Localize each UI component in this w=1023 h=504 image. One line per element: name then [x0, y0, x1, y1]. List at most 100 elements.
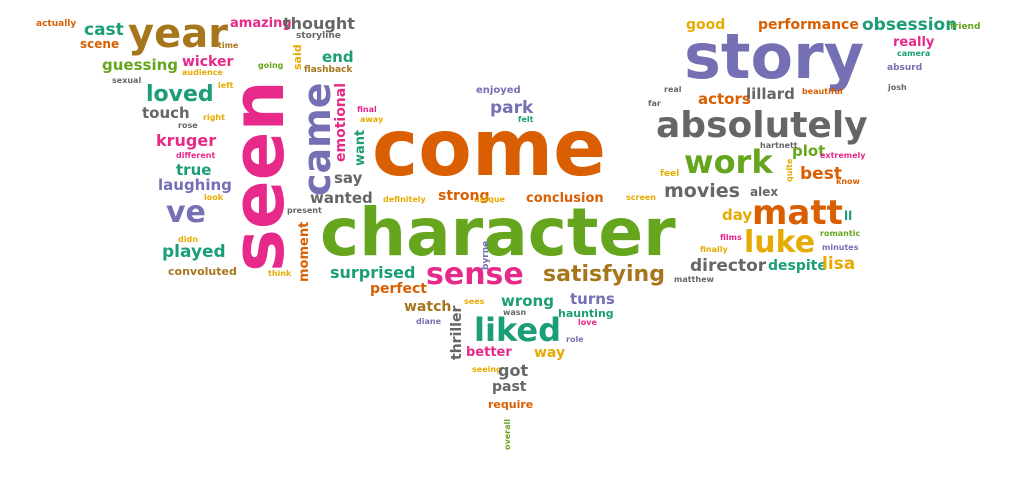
word-byrne: byrne	[481, 240, 491, 270]
word-luke: luke	[744, 225, 816, 260]
word-wrong: wrong	[501, 292, 554, 310]
word-left: left	[218, 81, 234, 90]
word-really: really	[893, 35, 935, 50]
word-ve: ve	[166, 195, 206, 230]
word-performance: performance	[758, 17, 859, 33]
word-felt: felt	[518, 115, 534, 124]
word-sense: sense	[426, 257, 524, 292]
word-come: come	[372, 104, 606, 194]
word-scene: scene	[80, 37, 120, 51]
word-alex: alex	[750, 185, 779, 199]
word-audience: audience	[182, 68, 223, 77]
word-past: past	[492, 379, 527, 395]
word-far: far	[648, 99, 661, 108]
word-enjoyed: enjoyed	[476, 85, 521, 96]
word-absolutely: absolutely	[656, 105, 868, 146]
word-satisfying: satisfying	[543, 262, 665, 287]
word-role: role	[566, 335, 584, 344]
word-despite: despite	[768, 258, 827, 274]
word-got: got	[498, 361, 529, 380]
word-matt: matt	[752, 193, 843, 233]
word-actually: actually	[36, 19, 77, 29]
word-rose: rose	[178, 121, 198, 130]
word-surprised: surprised	[330, 263, 416, 282]
word-films: films	[720, 233, 742, 242]
word-seen: seen	[216, 80, 300, 272]
word-thriller: thriller	[449, 305, 465, 360]
word-unique: unique	[474, 195, 505, 204]
word-plot: plot	[792, 142, 826, 160]
word-thought: thought	[283, 14, 355, 33]
word-love: love	[578, 318, 597, 327]
word-know: know	[836, 177, 860, 186]
word-cast: cast	[84, 20, 124, 40]
word-actors: actors	[698, 90, 751, 108]
word-good: good	[686, 17, 726, 33]
word-real: real	[664, 85, 682, 94]
word-absurd: absurd	[887, 63, 923, 73]
word-flashback: flashback	[304, 65, 353, 75]
word-right: right	[203, 113, 225, 122]
word-day: day	[722, 206, 753, 224]
word-away: away	[360, 115, 384, 124]
word-amazing: amazing	[230, 16, 292, 31]
word-wasn: wasn	[503, 308, 527, 317]
word-diane: diane	[416, 317, 441, 326]
word-wicker: wicker	[182, 54, 234, 70]
word-romantic: romantic	[820, 229, 861, 238]
word-hartnett: hartnett	[760, 141, 798, 150]
word-conclusion: conclusion	[526, 191, 604, 206]
word-convoluted: convoluted	[168, 265, 237, 278]
word-director: director	[690, 256, 767, 276]
word-moment: moment	[297, 221, 312, 282]
word-matthew: matthew	[674, 275, 714, 284]
word-lisa: lisa	[822, 254, 856, 274]
word-story: story	[684, 20, 865, 93]
word-finally: finally	[700, 245, 728, 254]
word-look: look	[204, 193, 224, 202]
word-want: want	[353, 129, 368, 166]
word-storyline: storyline	[296, 31, 341, 41]
word-final: final	[357, 105, 377, 114]
word-overall: overall	[503, 419, 512, 450]
word-minutes: minutes	[822, 243, 859, 252]
word-screen: screen	[626, 193, 656, 202]
word-movies: movies	[664, 180, 740, 202]
word-didn: didn	[178, 235, 198, 244]
word-sees: sees	[464, 297, 485, 306]
word-liked: liked	[474, 311, 561, 349]
word-character: character	[320, 194, 676, 271]
word-end: end	[322, 48, 354, 66]
word-think: think	[268, 269, 292, 278]
word-require: require	[488, 398, 534, 411]
word-way: way	[534, 345, 566, 361]
word-touch: touch	[142, 104, 190, 122]
word-laughing: laughing	[158, 176, 232, 194]
word-wanted: wanted	[310, 189, 373, 207]
word-present: present	[287, 206, 322, 215]
word-camera: camera	[897, 49, 931, 58]
word-emotional: emotional	[333, 82, 349, 162]
word-ll: ll	[844, 209, 853, 223]
word-josh: josh	[888, 83, 907, 92]
word-haunting: haunting	[558, 307, 614, 320]
word-came: came	[295, 82, 339, 196]
word-different: different	[176, 151, 216, 160]
word-watch: watch	[404, 299, 452, 315]
word-beautiful: beautiful	[802, 87, 843, 96]
word-true: true	[176, 161, 212, 179]
word-work: work	[684, 143, 773, 181]
word-played: played	[162, 242, 226, 262]
word-kruger: kruger	[156, 131, 217, 150]
word-quite: quite	[785, 158, 794, 182]
word-feel: feel	[660, 169, 680, 179]
word-turns: turns	[570, 290, 615, 308]
word-obsession: obsession	[862, 15, 958, 35]
word-friend: friend	[950, 22, 981, 32]
word-year: year	[128, 11, 228, 57]
word-said: said	[291, 44, 304, 70]
word-seeing: seeing	[472, 365, 502, 374]
word-perfect: perfect	[370, 281, 427, 297]
word-sexual: sexual	[112, 76, 142, 85]
